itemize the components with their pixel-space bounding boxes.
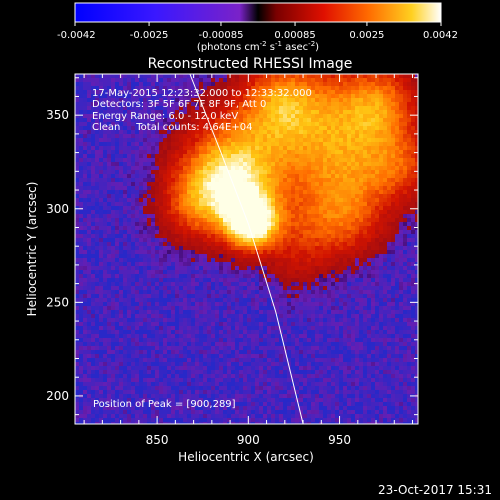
colorbar-unit: (photons cm-2 s-1 asec-2) — [197, 40, 319, 53]
footer-date: 23-Oct-2017 15:31 — [378, 483, 492, 497]
peak-position-label: Position of Peak = [900,289] — [93, 399, 236, 410]
colorbar-tick-label: -0.00085 — [198, 30, 243, 41]
y-tick-label: 300 — [46, 202, 69, 216]
heatmap-image — [75, 74, 418, 424]
solar-limb-line — [189, 74, 304, 424]
colorbar-tick-label: 0.00085 — [274, 30, 315, 41]
colorbar-gradient — [74, 2, 442, 23]
colorbar-ticks: -0.0042 -0.0025 -0.00085 0.00085 0.0025 0.004… — [57, 22, 458, 41]
x-axis: 850 900 950 — [83, 74, 414, 447]
colorbar-tick-label: -0.0042 — [57, 30, 96, 41]
info-line-detectors: Detectors: 3F 5F 6F 7F 8F 9F, Att 0 — [92, 99, 266, 110]
y-tick-label: 350 — [46, 108, 69, 122]
plot-title: Reconstructed RHESSI Image — [148, 56, 353, 72]
info-line-time: 17-May-2015 12:23:32.000 to 12:33:32.000 — [92, 88, 312, 99]
colorbar-tick-label: -0.0025 — [130, 30, 169, 41]
info-line-counts: Clean Total counts: 4.64E+04 — [92, 122, 252, 133]
x-tick-label: 900 — [237, 433, 260, 447]
y-axis: 200 250 300 350 — [46, 77, 418, 416]
plot-frame — [74, 73, 419, 425]
x-tick-label: 950 — [328, 433, 351, 447]
colorbar: -0.0042 -0.0025 -0.00085 0.00085 0.0025 0.004… — [57, 2, 458, 53]
y-tick-label: 250 — [46, 295, 69, 309]
x-axis-label: Heliocentric X (arcsec) — [178, 450, 314, 464]
info-annotation: 17-May-2015 12:23:32.000 to 12:33:32.000… — [92, 88, 312, 133]
y-tick-label: 200 — [46, 389, 69, 403]
y-axis-label: Heliocentric Y (arcsec) — [25, 182, 39, 317]
colorbar-tick-label: 0.0042 — [423, 30, 458, 41]
info-line-energy: Energy Range: 6.0 - 12.0 keV — [92, 111, 238, 122]
x-tick-label: 850 — [146, 433, 169, 447]
colorbar-tick-label: 0.0025 — [349, 30, 384, 41]
